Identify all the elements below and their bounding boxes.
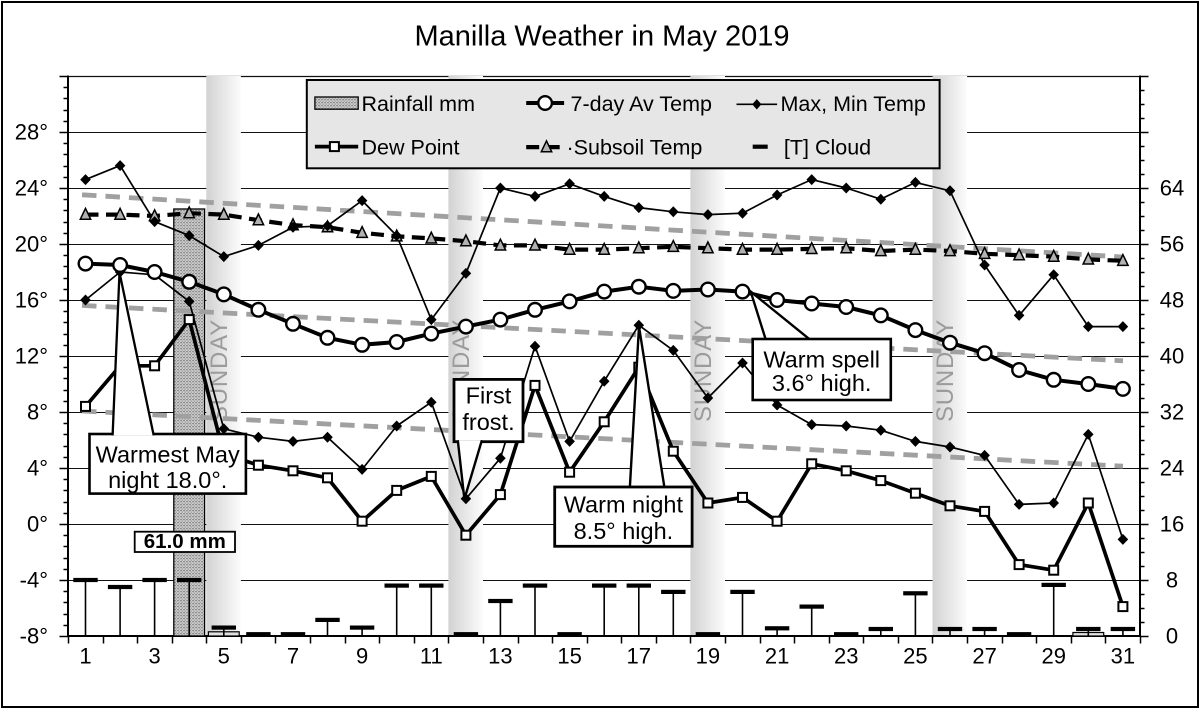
svg-text:8°: 8° <box>27 400 48 425</box>
svg-text:31: 31 <box>1111 644 1135 669</box>
svg-text:3.6° high.: 3.6° high. <box>772 370 872 396</box>
svg-text:0: 0 <box>1166 624 1178 649</box>
svg-text:27: 27 <box>972 644 996 669</box>
svg-text:3: 3 <box>148 644 160 669</box>
svg-text:32: 32 <box>1160 400 1184 425</box>
svg-text:[T] Cloud: [T] Cloud <box>784 136 871 160</box>
svg-text:13: 13 <box>488 644 512 669</box>
svg-text:frost.: frost. <box>462 409 514 435</box>
svg-text:24: 24 <box>1160 456 1184 481</box>
svg-text:20°: 20° <box>15 232 48 257</box>
svg-text:19: 19 <box>696 644 720 669</box>
svg-text:17: 17 <box>627 644 651 669</box>
svg-text:48: 48 <box>1160 288 1184 313</box>
svg-text:15: 15 <box>557 644 581 669</box>
svg-text:·Subsoil Temp: ·Subsoil Temp <box>567 136 703 160</box>
svg-text:SUNDAY: SUNDAY <box>932 319 959 422</box>
svg-text:Max, Min Temp: Max, Min Temp <box>781 92 926 116</box>
svg-text:9: 9 <box>356 644 368 669</box>
svg-text:4°: 4° <box>27 456 48 481</box>
svg-text:23: 23 <box>834 644 858 669</box>
svg-text:night 18.0°.: night 18.0°. <box>108 467 227 493</box>
svg-text:-8°: -8° <box>20 624 48 649</box>
svg-text:8: 8 <box>1166 568 1178 593</box>
svg-text:5: 5 <box>218 644 230 669</box>
svg-text:40: 40 <box>1160 344 1184 369</box>
svg-text:21: 21 <box>765 644 789 669</box>
svg-text:64: 64 <box>1160 176 1184 201</box>
svg-text:16: 16 <box>1160 512 1184 537</box>
svg-text:7: 7 <box>287 644 299 669</box>
svg-text:8.5° high.: 8.5° high. <box>574 518 674 544</box>
svg-text:First: First <box>466 382 512 408</box>
svg-text:1: 1 <box>79 644 91 669</box>
svg-text:28°: 28° <box>15 120 48 145</box>
svg-text:Rainfall mm: Rainfall mm <box>362 92 476 116</box>
svg-text:-4°: -4° <box>20 568 48 593</box>
svg-text:25: 25 <box>903 644 927 669</box>
svg-text:SUNDAY: SUNDAY <box>690 319 717 422</box>
svg-text:Manilla Weather in May 2019: Manilla Weather in May 2019 <box>414 21 789 53</box>
svg-text:16°: 16° <box>15 288 48 313</box>
svg-text:7-day Av Temp: 7-day Av Temp <box>571 92 712 116</box>
svg-text:0°: 0° <box>27 512 48 537</box>
svg-text:Warm spell: Warm spell <box>763 346 880 372</box>
svg-text:Warm night: Warm night <box>564 492 684 518</box>
svg-text:11: 11 <box>420 644 443 669</box>
svg-text:56: 56 <box>1160 232 1184 257</box>
svg-text:Warmest May: Warmest May <box>96 442 240 468</box>
svg-text:61.0 mm: 61.0 mm <box>144 530 226 553</box>
svg-text:12°: 12° <box>15 344 48 369</box>
svg-text:29: 29 <box>1041 644 1065 669</box>
svg-text:24°: 24° <box>15 176 48 201</box>
svg-text:Dew Point: Dew Point <box>362 136 460 160</box>
